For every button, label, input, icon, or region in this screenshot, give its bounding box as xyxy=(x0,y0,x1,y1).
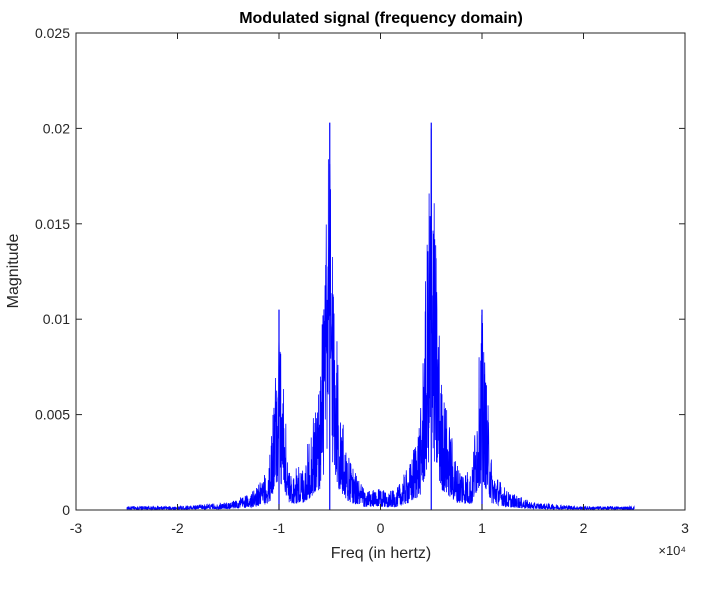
y-tick-label: 0 xyxy=(62,502,70,518)
y-tick-label: 0.02 xyxy=(43,120,70,136)
y-axis-label: Magnitude xyxy=(5,234,22,309)
y-tick-label: 0.01 xyxy=(43,311,70,327)
x-tick-label: 2 xyxy=(580,520,588,536)
x-tick-label: -1 xyxy=(273,520,286,536)
x-tick-label: 1 xyxy=(478,520,486,536)
plot-area xyxy=(76,33,685,510)
y-tick-label: 0.025 xyxy=(35,25,70,41)
x-tick-label: 3 xyxy=(681,520,689,536)
y-tick-label: 0.005 xyxy=(35,407,70,423)
chart-title: Modulated signal (frequency domain) xyxy=(239,10,523,27)
x-tick-label: -3 xyxy=(70,520,83,536)
y-axis-ticks: 0 0.005 0.01 0.015 0.02 0.025 xyxy=(35,25,685,518)
x-tick-label: 0 xyxy=(377,520,385,536)
x-axis-ticks: -3 -2 -1 0 1 2 3 xyxy=(70,33,689,536)
x-axis-label: Freq (in hertz) xyxy=(331,545,431,562)
signal-series xyxy=(126,122,635,511)
y-tick-label: 0.015 xyxy=(35,216,70,232)
signal-line xyxy=(126,128,635,511)
x-tick-label: -2 xyxy=(171,520,184,536)
x-axis-exponent: ×10⁴ xyxy=(658,543,686,558)
